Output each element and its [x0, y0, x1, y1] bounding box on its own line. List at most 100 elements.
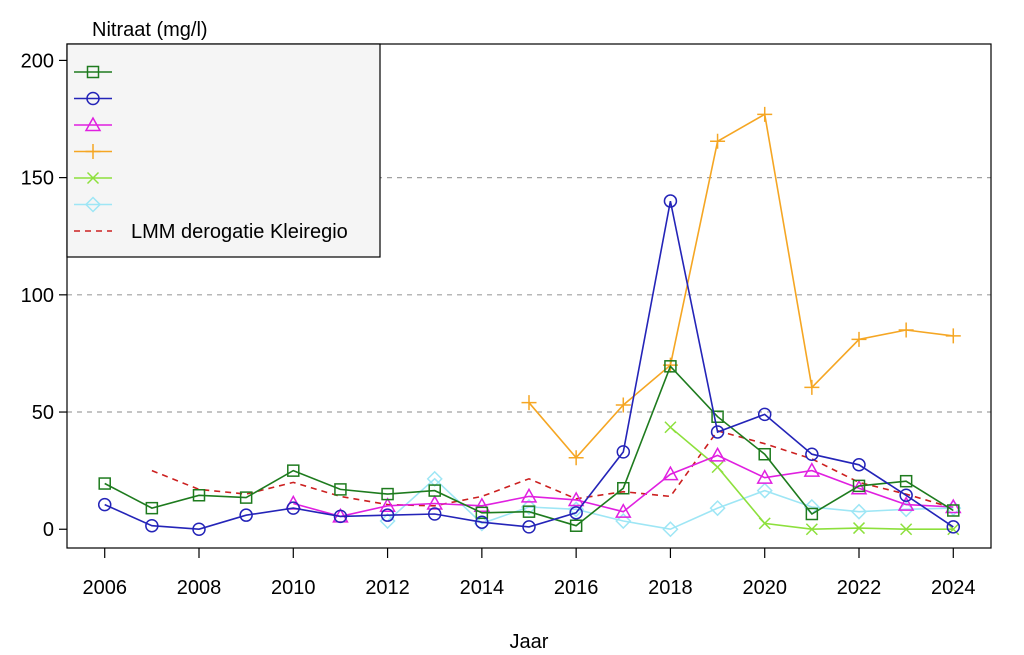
data-point	[758, 517, 771, 530]
data-point	[663, 194, 678, 208]
data-point	[426, 494, 443, 510]
data-point	[615, 397, 631, 413]
data-point	[899, 488, 913, 503]
data-point	[475, 506, 489, 520]
series-2	[285, 446, 962, 523]
legend-item-3	[74, 144, 112, 159]
data-point	[851, 331, 867, 347]
data-point	[711, 410, 724, 423]
data-point	[664, 421, 677, 434]
legend-marker	[86, 65, 100, 79]
data-point	[615, 503, 632, 518]
data-point	[897, 496, 915, 511]
data-point	[757, 106, 773, 122]
y-tick-label: 50	[32, 402, 54, 424]
x-tick-label: 2018	[648, 577, 693, 599]
series-5	[379, 470, 962, 538]
y-tick-label: 0	[43, 519, 54, 541]
data-point	[475, 515, 489, 529]
data-point	[852, 522, 866, 535]
data-point	[98, 477, 111, 490]
data-point	[709, 500, 726, 517]
data-point	[709, 446, 726, 462]
data-point	[286, 501, 301, 515]
legend-item-5	[74, 196, 112, 213]
data-point	[662, 465, 679, 481]
data-point	[850, 503, 868, 520]
data-point	[426, 470, 443, 487]
data-point	[145, 501, 159, 515]
x-axis-title: Jaar	[510, 631, 549, 653]
legend-item-0	[74, 65, 112, 79]
series-4	[664, 421, 960, 536]
data-point	[427, 507, 442, 521]
data-point	[710, 425, 725, 439]
data-point	[522, 505, 536, 518]
data-point	[662, 521, 679, 538]
data-point	[569, 519, 583, 532]
y-tick-label: 100	[21, 285, 54, 307]
data-point	[617, 481, 630, 495]
x-tick-label: 2022	[837, 577, 882, 599]
data-point	[803, 462, 821, 477]
data-point	[710, 133, 726, 149]
data-point	[520, 487, 538, 503]
series-1	[97, 194, 961, 536]
data-point	[804, 379, 820, 395]
data-point	[428, 484, 441, 497]
data-point	[568, 450, 584, 466]
series-line-1	[104, 200, 954, 531]
data-point	[945, 328, 961, 344]
x-axis: 2006 2008 2010 2012 2014 2016 2018 2020 2022 2024	[82, 548, 976, 599]
series-layer	[97, 106, 962, 538]
data-point	[567, 491, 585, 507]
data-point	[900, 523, 913, 536]
data-point	[381, 487, 394, 501]
data-point	[192, 522, 206, 536]
legend-label: LMM derogatie Kleiregio	[131, 221, 348, 243]
data-point	[569, 506, 583, 520]
data-point	[805, 447, 819, 461]
legend-marker	[85, 144, 101, 159]
x-tick-label: 2010	[271, 577, 316, 599]
legend-marker	[84, 196, 102, 213]
x-tick-label: 2020	[742, 577, 787, 599]
data-point	[947, 523, 960, 536]
data-point	[333, 509, 348, 524]
data-point	[945, 498, 962, 514]
y-axis: 0 50 100 150 200	[21, 50, 67, 541]
data-point	[947, 504, 960, 517]
series-0	[98, 360, 960, 532]
legend-marker	[86, 171, 100, 185]
data-point	[521, 395, 537, 411]
data-point	[334, 483, 347, 496]
data-point	[664, 360, 677, 373]
data-point	[97, 497, 112, 512]
y-tick-label: 150	[21, 168, 54, 190]
data-point	[145, 518, 159, 533]
x-tick-label: 2024	[931, 577, 976, 599]
data-point	[758, 447, 771, 461]
series-6	[151, 429, 954, 509]
data-point	[852, 458, 866, 472]
data-point	[473, 497, 491, 513]
data-point	[615, 512, 632, 530]
series-line-0	[104, 364, 954, 527]
plot-frame	[66, 43, 992, 549]
data-point	[946, 520, 961, 534]
legend-item-1	[74, 91, 112, 106]
data-point	[805, 507, 819, 521]
series-line-6	[151, 429, 954, 509]
y-axis-title: Nitraat (mg/l)	[92, 19, 208, 41]
legend-item-6: LMM derogatie Kleiregio	[74, 221, 348, 243]
data-point	[805, 523, 818, 536]
data-point	[287, 464, 300, 477]
data-point	[898, 322, 914, 338]
x-tick-label: 2008	[177, 577, 222, 599]
data-point	[520, 498, 538, 516]
series-3	[521, 106, 961, 466]
data-point	[756, 469, 773, 484]
legend-item-4	[74, 171, 112, 185]
series-line-3	[528, 113, 954, 459]
